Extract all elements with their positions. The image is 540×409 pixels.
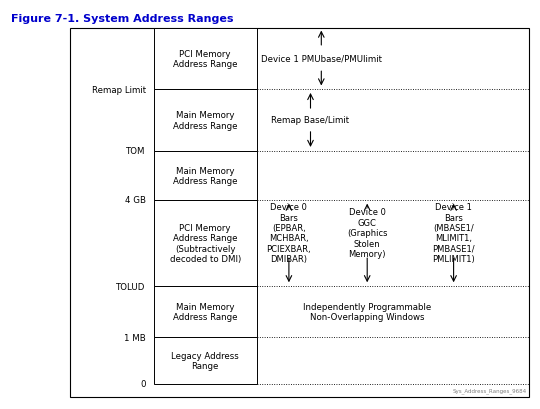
- Text: TOM: TOM: [126, 147, 146, 156]
- Text: Main Memory
Address Range: Main Memory Address Range: [173, 302, 238, 321]
- Bar: [154, 90, 256, 151]
- Text: Device 0
GGC
(Graphics
Stolen
Memory): Device 0 GGC (Graphics Stolen Memory): [347, 208, 388, 258]
- Text: TOLUD: TOLUD: [117, 282, 146, 291]
- Text: 4 GB: 4 GB: [125, 196, 146, 205]
- Text: Device 1 PMUbase/PMUlimit: Device 1 PMUbase/PMUlimit: [261, 54, 382, 63]
- Bar: [154, 200, 256, 286]
- Text: Legacy Address
Range: Legacy Address Range: [171, 351, 239, 370]
- Text: PCI Memory
Address Range
(Subtractively
decoded to DMI): PCI Memory Address Range (Subtractively …: [170, 223, 241, 263]
- Text: Device 1
Bars
(MBASE1/
MLIMIT1,
PMBASE1/
PMLIMIT1): Device 1 Bars (MBASE1/ MLIMIT1, PMBASE1/…: [432, 203, 475, 263]
- Text: Device 0
Bars
(EPBAR,
MCHBAR,
PCIEXBAR,
DMIBAR): Device 0 Bars (EPBAR, MCHBAR, PCIEXBAR, …: [267, 203, 311, 263]
- Text: 0: 0: [140, 379, 146, 388]
- Text: 1 MB: 1 MB: [124, 333, 146, 342]
- Text: Main Memory
Address Range: Main Memory Address Range: [173, 111, 238, 130]
- Bar: [154, 337, 256, 384]
- Text: Figure 7-1. System Address Ranges: Figure 7-1. System Address Ranges: [11, 14, 233, 24]
- Text: PCI Memory
Address Range: PCI Memory Address Range: [173, 49, 238, 69]
- Text: Main Memory
Address Range: Main Memory Address Range: [173, 166, 238, 186]
- Bar: [154, 29, 256, 90]
- Text: Sys_Address_Ranges_9684: Sys_Address_Ranges_9684: [453, 387, 526, 393]
- Text: Remap Limit: Remap Limit: [92, 85, 146, 94]
- Bar: [154, 151, 256, 200]
- Text: Remap Base/Limit: Remap Base/Limit: [272, 116, 349, 125]
- Bar: [154, 286, 256, 337]
- Bar: [70, 29, 529, 397]
- Text: Independently Programmable
Non-Overlapping Windows: Independently Programmable Non-Overlappi…: [303, 302, 431, 321]
